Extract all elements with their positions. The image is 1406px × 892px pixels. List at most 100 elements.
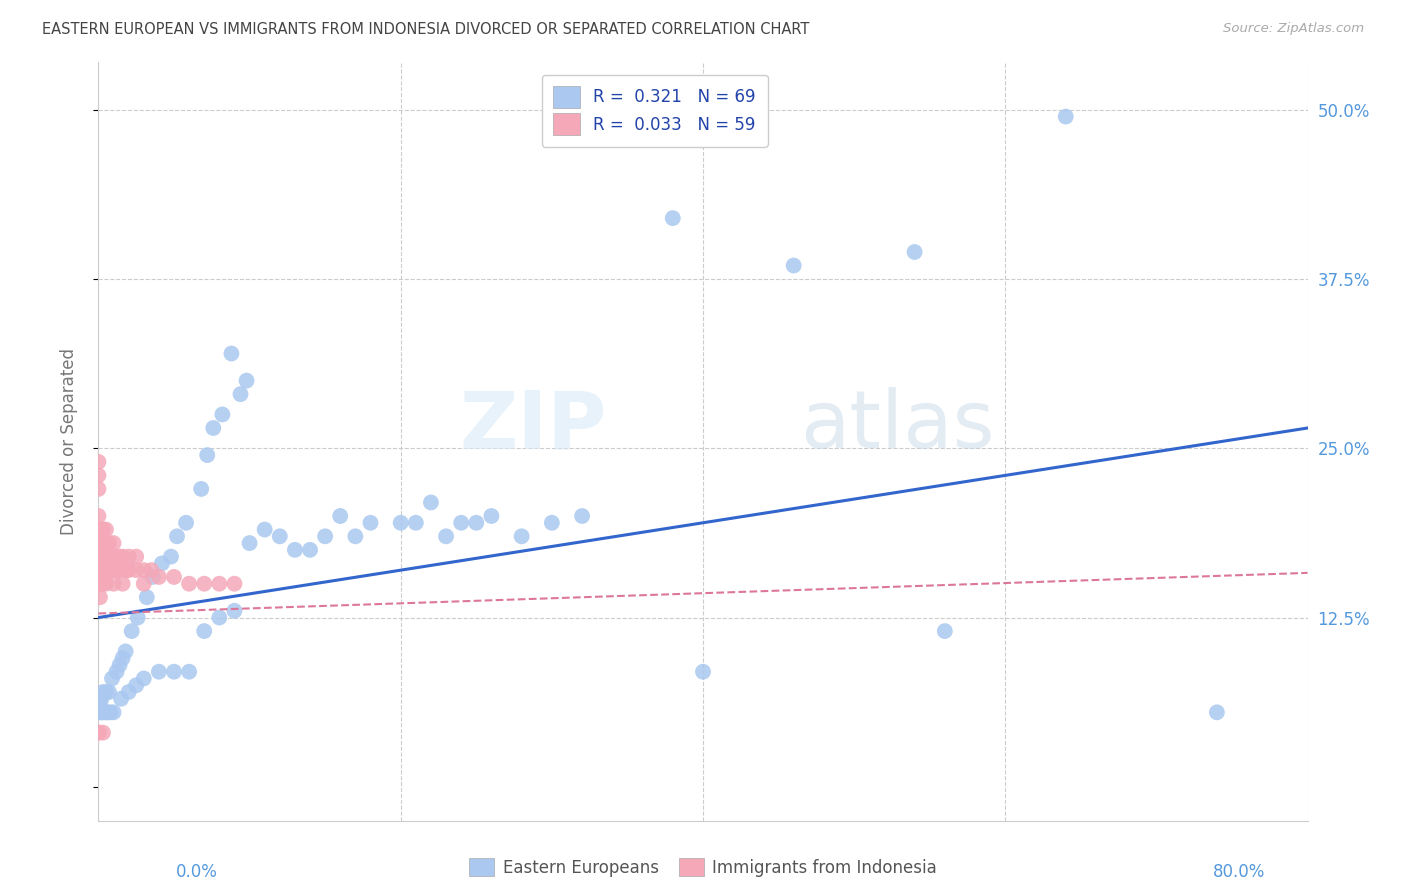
Point [193, 576, 215, 591]
Point [571, 508, 593, 523]
Point [87, 455, 110, 469]
Point [114, 644, 136, 658]
Point [98, 685, 121, 699]
Point [94, 536, 117, 550]
Point [114, 563, 136, 577]
Point [221, 346, 243, 360]
Point [224, 576, 246, 591]
Point [141, 563, 163, 577]
Point [510, 529, 533, 543]
Point [103, 536, 125, 550]
Point [90, 549, 112, 564]
Text: ZIP: ZIP [458, 387, 606, 466]
Point [269, 529, 291, 543]
Point [111, 549, 134, 564]
Point [96, 536, 118, 550]
Point [540, 516, 562, 530]
Point [481, 508, 503, 523]
Point [87, 725, 110, 739]
Point [1206, 706, 1229, 720]
Point [98, 549, 121, 564]
Point [284, 542, 307, 557]
Point [111, 651, 134, 665]
Point [202, 421, 225, 435]
Text: 0.0%: 0.0% [176, 863, 218, 881]
Point [118, 685, 141, 699]
Point [105, 665, 128, 679]
Point [125, 563, 148, 577]
Legend: R =  0.321   N = 69, R =  0.033   N = 59: R = 0.321 N = 69, R = 0.033 N = 59 [541, 75, 768, 146]
Point [108, 549, 131, 564]
Point [132, 576, 155, 591]
Point [103, 576, 125, 591]
Point [166, 529, 188, 543]
Point [94, 523, 117, 537]
Point [150, 557, 173, 571]
Point [360, 516, 382, 530]
Point [90, 706, 112, 720]
Point [91, 706, 114, 720]
Point [420, 495, 443, 509]
Point [160, 549, 183, 564]
Point [434, 529, 457, 543]
Point [91, 563, 114, 577]
Point [101, 563, 124, 577]
Point [299, 542, 322, 557]
Point [132, 672, 155, 686]
Point [91, 523, 114, 537]
Point [100, 563, 122, 577]
Point [110, 691, 132, 706]
Point [1054, 110, 1077, 124]
Point [93, 549, 115, 564]
Point [904, 244, 927, 259]
Point [148, 665, 170, 679]
Y-axis label: Divorced or Separated: Divorced or Separated [59, 348, 77, 535]
Point [111, 576, 134, 591]
Point [89, 563, 111, 577]
Point [142, 570, 165, 584]
Point [934, 624, 956, 639]
Point [208, 610, 231, 624]
Point [239, 536, 262, 550]
Point [89, 691, 111, 706]
Point [108, 657, 131, 672]
Point [329, 508, 352, 523]
Point [174, 516, 197, 530]
Point [118, 549, 141, 564]
Point [314, 529, 336, 543]
Point [229, 387, 252, 401]
Point [90, 576, 112, 591]
Point [195, 448, 218, 462]
Point [100, 549, 122, 564]
Text: Source: ZipAtlas.com: Source: ZipAtlas.com [1223, 22, 1364, 36]
Point [87, 468, 110, 483]
Point [389, 516, 412, 530]
Point [87, 508, 110, 523]
Point [89, 698, 111, 713]
Legend: Eastern Europeans, Immigrants from Indonesia: Eastern Europeans, Immigrants from Indon… [463, 852, 943, 883]
Point [661, 211, 683, 226]
Point [783, 259, 806, 273]
Point [94, 576, 117, 591]
Point [91, 725, 114, 739]
Point [179, 576, 201, 591]
Text: 80.0%: 80.0% [1213, 863, 1265, 881]
Point [692, 665, 714, 679]
Point [94, 685, 117, 699]
Point [96, 706, 118, 720]
Point [87, 536, 110, 550]
Text: atlas: atlas [800, 387, 994, 466]
Point [211, 408, 233, 422]
Point [103, 706, 125, 720]
Point [148, 570, 170, 584]
Point [344, 529, 367, 543]
Point [90, 563, 112, 577]
Point [224, 604, 246, 618]
Point [125, 678, 148, 692]
Point [135, 591, 157, 605]
Point [91, 685, 114, 699]
Point [89, 549, 111, 564]
Point [90, 691, 112, 706]
Point [253, 523, 276, 537]
Point [103, 549, 125, 564]
